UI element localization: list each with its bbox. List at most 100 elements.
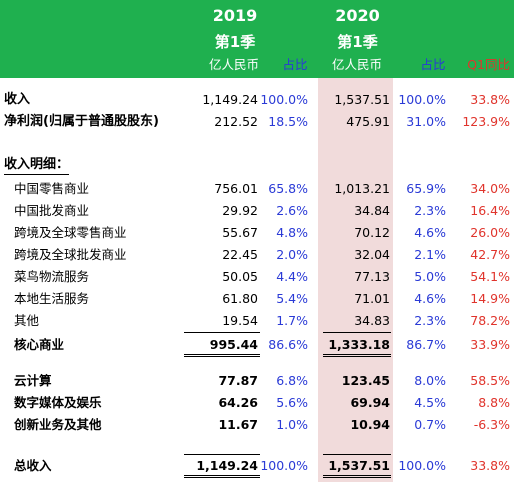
row-innovation-share-2019: 1.0%: [276, 417, 308, 432]
year-2019: 2019: [212, 6, 258, 25]
row-local-label: 本地生活服务: [14, 291, 90, 306]
share-header-2019: 占比: [282, 57, 308, 72]
row-local-share-2020: 4.6%: [414, 291, 446, 306]
row-revenue-2019: 1,149.24: [202, 92, 258, 107]
total-double-rule-a-2020: [323, 475, 391, 476]
row-net-profit-share-2019: 18.5%: [268, 114, 308, 129]
row-total-share-2020: 100.0%: [398, 458, 446, 473]
row-cb-wholesale-yoy: 42.7%: [470, 247, 510, 262]
subtotal-rule-2019: [184, 332, 260, 333]
row-local-2019: 61.80: [222, 291, 258, 306]
row-net-profit-2019: 212.52: [214, 114, 258, 129]
row-innovation-2020: 10.94: [350, 417, 390, 432]
row-cainiao-2020: 77.13: [354, 269, 390, 284]
row-revenue-share-2019: 100.0%: [260, 92, 308, 107]
row-media-share-2020: 4.5%: [414, 395, 446, 410]
row-cb-wholesale-share-2020: 2.1%: [414, 247, 446, 262]
row-retail-2020: 1,013.21: [334, 181, 390, 196]
row-core-label: 核心商业: [14, 337, 65, 352]
core-double-rule-a-2019: [184, 354, 260, 355]
total-rule-2019: [184, 454, 260, 455]
row-core-share-2020: 86.7%: [406, 337, 446, 352]
row-cloud-2019: 77.87: [218, 373, 258, 388]
row-cloud-share-2020: 8.0%: [414, 373, 446, 388]
row-cb-wholesale-2020: 32.04: [354, 247, 390, 262]
row-total-label: 总收入: [14, 458, 52, 473]
row-media-label: 数字媒体及娱乐: [14, 395, 102, 410]
total-rule-2020: [323, 454, 391, 455]
row-total-2020: 1,537.51: [328, 458, 390, 473]
row-core-2019: 995.44: [209, 337, 258, 352]
row-cainiao-share-2020: 5.0%: [414, 269, 446, 284]
row-wholesale-share-2019: 2.6%: [276, 203, 308, 218]
row-local-share-2019: 5.4%: [276, 291, 308, 306]
core-double-rule-a-2020: [323, 354, 391, 355]
total-double-rule-b-2020: [323, 477, 391, 478]
row-cloud-label: 云计算: [14, 373, 52, 388]
row-innovation-label: 创新业务及其他: [14, 417, 102, 432]
row-retail-2019: 756.01: [214, 181, 258, 196]
row-retail-share-2020: 65.9%: [406, 181, 446, 196]
core-double-rule-b-2020: [323, 356, 391, 357]
row-retail-yoy: 34.0%: [470, 181, 510, 196]
row-revenue-yoy: 33.8%: [470, 92, 510, 107]
row-core-yoy: 33.9%: [470, 337, 510, 352]
row-retail-label: 中国零售商业: [14, 181, 90, 196]
row-innovation-yoy: -6.3%: [473, 417, 510, 432]
row-total-2019: 1,149.24: [196, 458, 258, 473]
row-cainiao-yoy: 54.1%: [470, 269, 510, 284]
row-innovation-share-2020: 0.7%: [414, 417, 446, 432]
row-others-2019: 19.54: [222, 313, 258, 328]
subtotal-rule-2020: [323, 332, 391, 333]
core-double-rule-b-2019: [184, 356, 260, 357]
row-cainiao-2019: 50.05: [222, 269, 258, 284]
year-2020: 2020: [335, 6, 380, 25]
unit-2019: 亿人民币: [208, 57, 259, 72]
row-net-profit-share-2020: 31.0%: [406, 114, 446, 129]
row-net-profit-label: 净利润(归属于普通股股东): [4, 114, 159, 129]
row-others-share-2020: 2.3%: [414, 313, 446, 328]
total-double-rule-b-2019: [184, 477, 260, 478]
row-media-yoy: 8.8%: [478, 395, 510, 410]
row-cb-wholesale-2019: 22.45: [222, 247, 258, 262]
unit-2020: 亿人民币: [331, 57, 382, 72]
row-cb-retail-yoy: 26.0%: [470, 225, 510, 240]
row-wholesale-yoy: 16.4%: [470, 203, 510, 218]
row-revenue-label: 收入: [4, 92, 31, 107]
row-cb-wholesale-share-2019: 2.0%: [276, 247, 308, 262]
detail-section-title: 收入明细：: [4, 157, 70, 175]
row-media-2019: 64.26: [218, 395, 258, 410]
row-revenue-2020: 1,537.51: [334, 92, 390, 107]
row-core-2020: 1,333.18: [328, 337, 390, 352]
row-wholesale-share-2020: 2.3%: [414, 203, 446, 218]
quarter-2020: 第1季: [337, 33, 378, 51]
row-cb-retail-label: 跨境及全球零售商业: [14, 225, 127, 240]
quarter-2019: 第1季: [214, 33, 256, 51]
row-cloud-share-2019: 6.8%: [276, 373, 308, 388]
row-media-2020: 69.94: [350, 395, 390, 410]
row-revenue-share-2020: 100.0%: [398, 92, 446, 107]
row-cb-retail-share-2019: 4.8%: [276, 225, 308, 240]
row-local-yoy: 14.9%: [470, 291, 510, 306]
row-retail-share-2019: 65.8%: [268, 181, 308, 196]
row-cb-wholesale-label: 跨境及全球批发商业: [14, 247, 127, 262]
row-others-2020: 34.83: [354, 313, 390, 328]
row-net-profit-yoy: 123.9%: [462, 114, 510, 129]
row-cainiao-share-2019: 4.4%: [276, 269, 308, 284]
row-cb-retail-share-2020: 4.6%: [414, 225, 446, 240]
row-others-yoy: 78.2%: [470, 313, 510, 328]
row-wholesale-label: 中国批发商业: [14, 203, 90, 218]
row-local-2020: 71.01: [354, 291, 390, 306]
row-cainiao-label: 菜鸟物流服务: [14, 269, 90, 284]
yoy-header: Q1同比: [467, 57, 510, 72]
row-others-share-2019: 1.7%: [276, 313, 308, 328]
row-media-share-2019: 5.6%: [276, 395, 308, 410]
row-cb-retail-2020: 70.12: [354, 225, 390, 240]
total-double-rule-a-2019: [184, 475, 260, 476]
row-total-yoy: 33.8%: [470, 458, 510, 473]
row-innovation-2019: 11.67: [218, 417, 258, 432]
row-wholesale-2020: 34.84: [354, 203, 390, 218]
row-net-profit-2020: 475.91: [346, 114, 390, 129]
row-cloud-yoy: 58.5%: [470, 373, 510, 388]
share-header-2020: 占比: [420, 57, 446, 72]
